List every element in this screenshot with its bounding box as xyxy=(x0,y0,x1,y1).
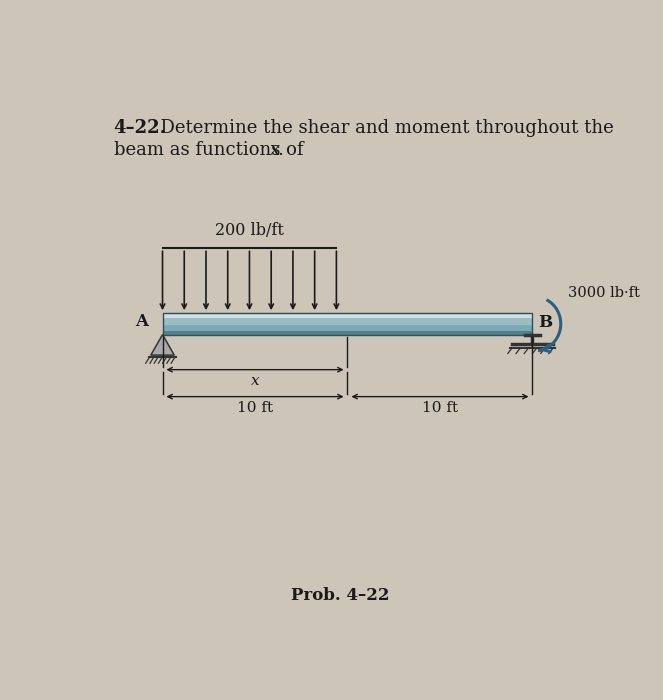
Text: 10 ft: 10 ft xyxy=(422,401,458,415)
Bar xyxy=(162,331,532,335)
Text: Prob. 4–22: Prob. 4–22 xyxy=(290,587,389,604)
Polygon shape xyxy=(151,335,174,355)
Text: x: x xyxy=(271,141,280,159)
Text: .: . xyxy=(277,141,283,159)
Bar xyxy=(162,313,532,335)
Text: 200 lb/ft: 200 lb/ft xyxy=(215,222,284,239)
Text: Determine the shear and moment throughout the: Determine the shear and moment throughou… xyxy=(149,119,613,137)
Bar xyxy=(162,313,532,318)
Bar xyxy=(162,325,532,331)
Text: B: B xyxy=(538,314,553,331)
Text: 10 ft: 10 ft xyxy=(237,401,273,415)
Bar xyxy=(162,318,532,325)
Text: 4–22.: 4–22. xyxy=(114,119,166,137)
Text: A: A xyxy=(135,313,149,330)
Text: x: x xyxy=(251,374,259,388)
Text: beam as functions of: beam as functions of xyxy=(114,141,309,159)
Text: 3000 lb·ft: 3000 lb·ft xyxy=(568,286,640,300)
